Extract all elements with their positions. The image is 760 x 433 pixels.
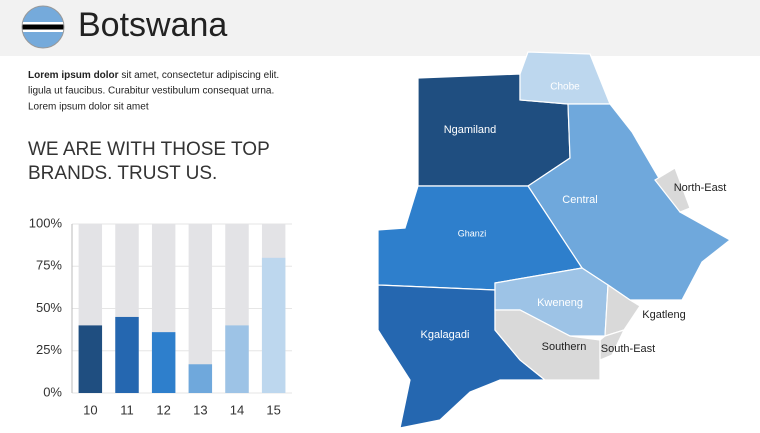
x-tick-label: 15 — [266, 402, 280, 417]
bar — [261, 257, 286, 393]
bar — [225, 325, 249, 393]
text-line: Lorem ipsum dolor sit amet — [28, 102, 149, 113]
header-band — [0, 0, 760, 56]
region-label: Kgalagadi — [421, 329, 470, 341]
heading-line: BRANDS. TRUST US. — [28, 163, 217, 184]
region-label: South-East — [601, 343, 655, 355]
region-label: Southern — [542, 341, 587, 353]
region-label: North-East — [674, 182, 727, 194]
y-tick-label: 0% — [43, 384, 62, 399]
title: Botswana — [78, 6, 227, 44]
x-tick-label: 12 — [156, 402, 170, 417]
x-tick-label: 13 — [193, 402, 207, 417]
x-tick-label: 14 — [230, 402, 244, 417]
region-label: Chobe — [550, 82, 580, 93]
paragraph: Lorem ipsum dolor sit amet, consectetur … — [28, 70, 279, 81]
map-region — [604, 283, 641, 337]
bar — [151, 332, 176, 393]
map-region — [494, 309, 601, 381]
text-line: ligula ut faucibus. Curabitur vestibulum… — [28, 86, 274, 97]
region-label: Central — [562, 194, 597, 206]
y-tick-label: 50% — [36, 300, 62, 315]
y-tick-label: 100% — [29, 215, 63, 230]
bar — [115, 316, 139, 393]
x-tick-label: 10 — [83, 402, 97, 417]
region-label: Ghanzi — [458, 228, 487, 238]
map-region — [599, 329, 626, 361]
bar-chart: 0% 25% 50% 75% 100% 10 11 12 13 14 15 — [29, 215, 292, 417]
region-label: Kgatleng — [642, 309, 685, 321]
region-label: Kweneng — [537, 297, 583, 309]
bar-track — [188, 224, 213, 393]
map: Ngamiland Chobe Central North-East Ghanzi Kga… — [377, 51, 732, 429]
text-line: sit amet, consectetur adipiscing elit. — [121, 70, 279, 81]
y-tick-label: 75% — [36, 258, 62, 273]
flag — [21, 5, 65, 49]
heading-line: WE ARE WITH THOSE TOP — [28, 139, 270, 160]
y-tick-label: 25% — [36, 342, 62, 357]
x-tick-label: 11 — [120, 402, 134, 417]
bar — [78, 325, 103, 393]
bar — [188, 364, 213, 393]
region-label: Ngamiland — [444, 124, 497, 136]
bold-text: Lorem ipsum dolor — [28, 70, 119, 81]
map-region — [519, 51, 611, 105]
map-region — [654, 167, 691, 213]
